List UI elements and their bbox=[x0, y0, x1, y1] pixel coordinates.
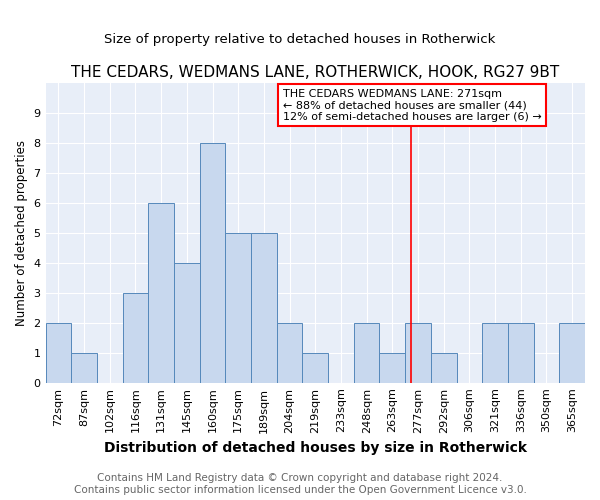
Bar bbox=[354, 322, 379, 382]
Bar bbox=[302, 352, 328, 382]
Bar bbox=[174, 262, 200, 382]
X-axis label: Distribution of detached houses by size in Rotherwick: Distribution of detached houses by size … bbox=[104, 441, 527, 455]
Text: Size of property relative to detached houses in Rotherwick: Size of property relative to detached ho… bbox=[104, 32, 496, 46]
Bar bbox=[277, 322, 302, 382]
Bar bbox=[148, 202, 174, 382]
Bar bbox=[482, 322, 508, 382]
Text: Contains HM Land Registry data © Crown copyright and database right 2024.
Contai: Contains HM Land Registry data © Crown c… bbox=[74, 474, 526, 495]
Y-axis label: Number of detached properties: Number of detached properties bbox=[15, 140, 28, 326]
Title: THE CEDARS, WEDMANS LANE, ROTHERWICK, HOOK, RG27 9BT: THE CEDARS, WEDMANS LANE, ROTHERWICK, HO… bbox=[71, 65, 559, 80]
Bar bbox=[71, 352, 97, 382]
Bar bbox=[405, 322, 431, 382]
Bar bbox=[559, 322, 585, 382]
Bar bbox=[508, 322, 533, 382]
Bar bbox=[431, 352, 457, 382]
Bar bbox=[46, 322, 71, 382]
Bar bbox=[122, 292, 148, 382]
Bar bbox=[379, 352, 405, 382]
Bar bbox=[251, 232, 277, 382]
Bar bbox=[200, 142, 226, 382]
Text: THE CEDARS WEDMANS LANE: 271sqm
← 88% of detached houses are smaller (44)
12% of: THE CEDARS WEDMANS LANE: 271sqm ← 88% of… bbox=[283, 88, 542, 122]
Bar bbox=[226, 232, 251, 382]
